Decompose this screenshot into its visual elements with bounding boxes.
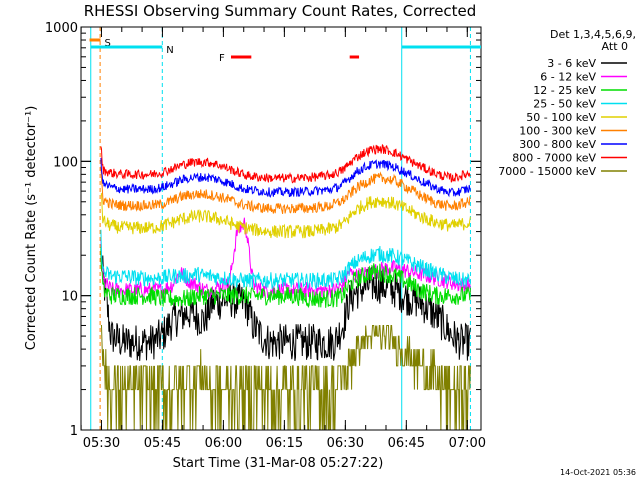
x-tick-label: 05:30	[83, 436, 120, 451]
series-line-8	[100, 325, 471, 431]
series-line-7	[100, 143, 471, 184]
flag-label-S: S	[105, 38, 111, 49]
legend-header-line-2: Att 0	[602, 40, 628, 53]
legend-label-1: 6 - 12 keV	[540, 71, 596, 84]
series-line-2	[100, 247, 471, 309]
legend-label-4: 50 - 100 keV	[526, 111, 596, 124]
legend-header-line-1: Det 1,3,4,5,6,9,	[550, 28, 636, 41]
flag-label-F: F	[219, 53, 225, 64]
chart-title: RHESSI Observing Summary Count Rates, Co…	[84, 2, 477, 20]
timestamp: 14-Oct-2021 05:36	[560, 468, 636, 477]
series-line-6	[100, 157, 471, 198]
legend-label-6: 300 - 800 keV	[519, 138, 596, 151]
legend-label-0: 3 - 6 keV	[547, 57, 596, 70]
y-tick-label: 100	[53, 155, 78, 170]
series-line-4	[100, 192, 471, 239]
legend-label-5: 100 - 300 keV	[519, 125, 596, 138]
series-line-0	[100, 249, 471, 361]
legend-label-7: 800 - 7000 keV	[512, 152, 596, 165]
x-tick-label: 06:00	[205, 436, 242, 451]
x-axis-label: Start Time (31-Mar-08 05:27:22)	[173, 456, 384, 471]
y-tick-label: 1000	[45, 21, 78, 36]
x-tick-label: 07:00	[449, 436, 486, 451]
x-tick-label: 06:15	[266, 436, 303, 451]
series-line-5	[100, 166, 471, 214]
y-tick-label: 10	[61, 290, 78, 305]
flag-label-N: N	[166, 45, 173, 56]
plot-frame	[80, 26, 482, 431]
legend-label-2: 12 - 25 keV	[533, 84, 596, 97]
y-axis-label: Corrected Count Rate (s⁻¹ detector⁻¹)	[24, 106, 39, 351]
legend-label-8: 7000 - 15000 keV	[498, 165, 596, 178]
y-tick-label: 1	[70, 424, 78, 439]
x-tick-label: 06:45	[388, 436, 425, 451]
plot-area: 1 10 100 1000 05:30 05:45 06:00 06:15 06:30 06:45…	[45, 21, 486, 451]
legend-label-3: 25 - 50 keV	[533, 98, 596, 111]
x-tick-label: 06:30	[327, 436, 364, 451]
x-tick-label: 05:45	[144, 436, 181, 451]
series-line-3	[100, 229, 471, 290]
